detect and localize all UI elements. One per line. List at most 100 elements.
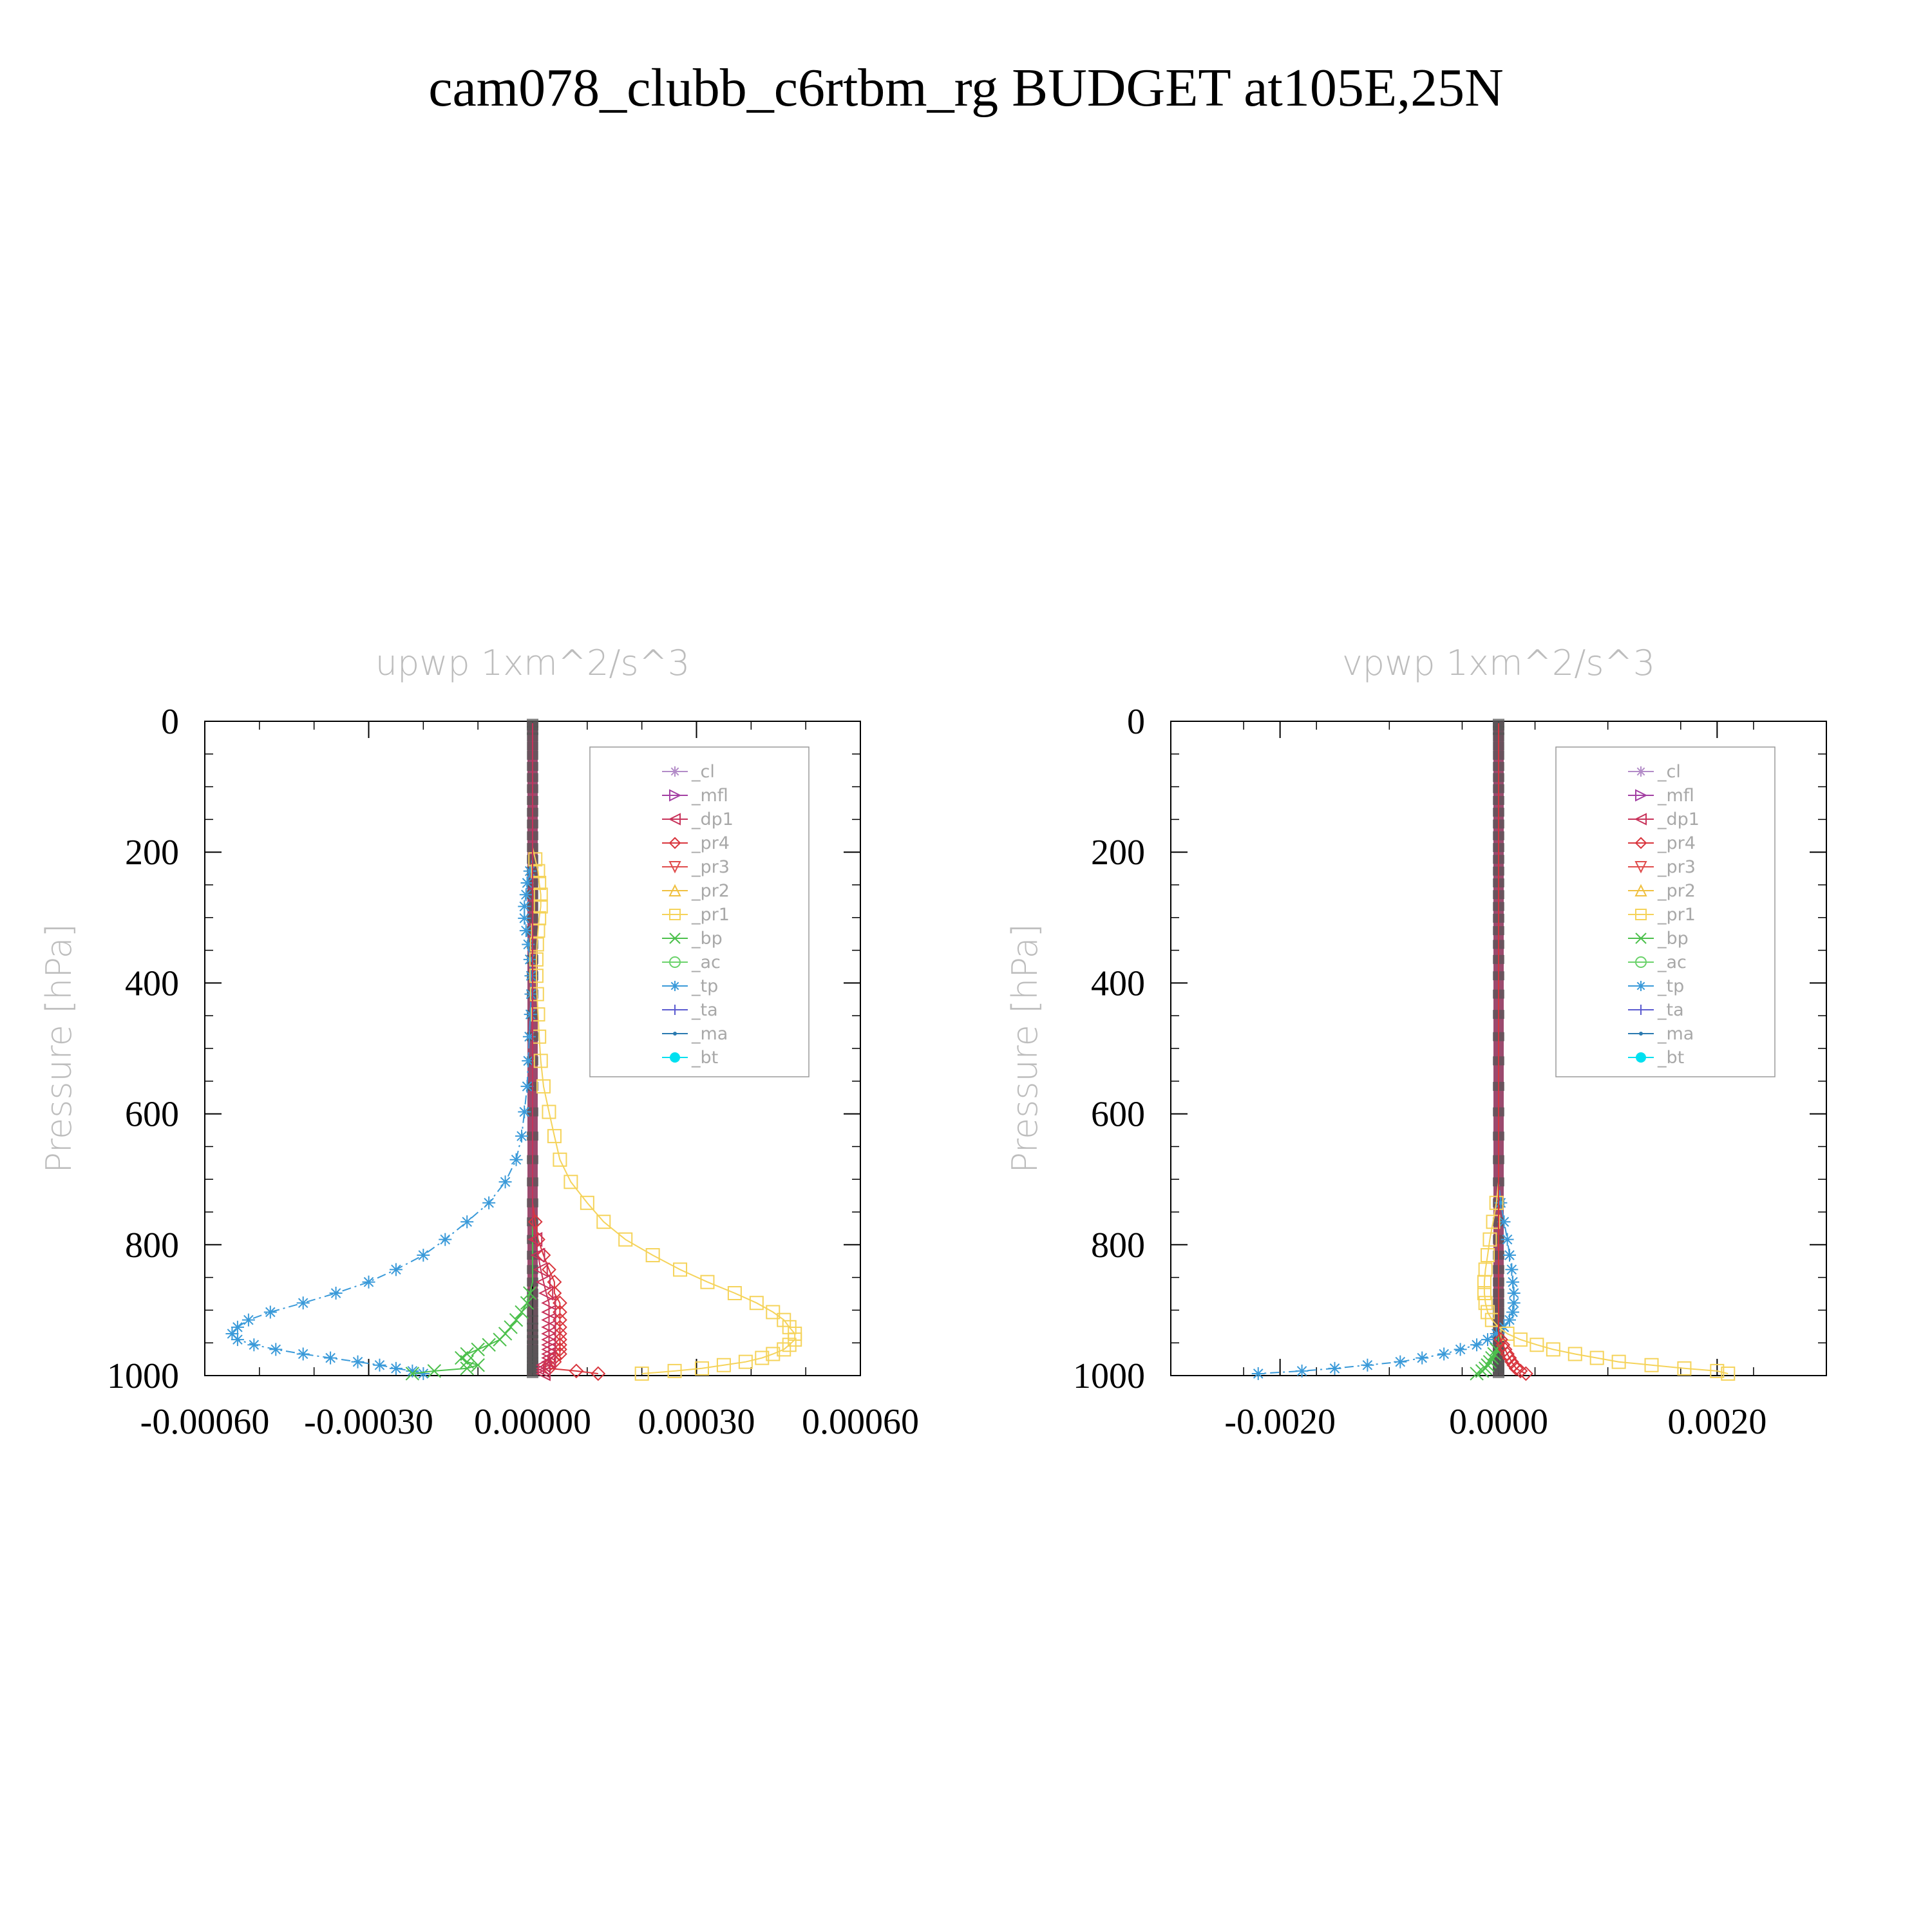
series-point_pr1 (1567, 1347, 1582, 1361)
series-point_pr1 (788, 1332, 802, 1347)
series-point_bp (493, 1332, 507, 1347)
legend-frame (589, 746, 810, 1077)
series-point_pr1 (1477, 1274, 1492, 1289)
series-point_pr1 (1489, 1195, 1504, 1210)
series-point_pr1 (596, 1215, 611, 1229)
legend-label: _bt (1657, 1048, 1684, 1068)
legend-item_mfl: _mfl (662, 786, 728, 806)
series-point_tp (498, 1175, 512, 1189)
series-point_dp1 (541, 1312, 556, 1328)
zero-series-marker (1493, 1368, 1504, 1378)
legend-label: _pr1 (691, 905, 730, 925)
legend-item_pr2: _pr2 (662, 881, 730, 901)
y-tick-label: 600 (125, 1095, 179, 1135)
series-point_pr1 (1481, 1248, 1495, 1263)
series-line_tp (231, 723, 533, 1374)
series-point_tp (389, 1361, 402, 1375)
legend-label: _pr4 (1657, 833, 1696, 853)
series-point_pr1 (1530, 1338, 1544, 1352)
series-point_bp (515, 1305, 529, 1320)
series-point_tp (515, 1130, 529, 1143)
series-point_pr1 (777, 1342, 791, 1357)
series-point_tp (1328, 1361, 1341, 1375)
legend-label: _dp1 (1657, 810, 1700, 829)
y-tick-label: 400 (1091, 963, 1145, 1003)
series-point_pr1 (564, 1175, 578, 1189)
series-point_pr1 (738, 1354, 753, 1369)
series-point_bp (427, 1364, 442, 1378)
legend-label: _pr2 (1657, 881, 1696, 901)
series-point_tp (1361, 1358, 1374, 1372)
series-point_tp (520, 1079, 534, 1093)
legend-label: _pr1 (1657, 905, 1696, 925)
x-tick-label: 0.00060 (802, 1402, 919, 1442)
series_pr4 (1493, 723, 1533, 1381)
series-point_tp (439, 1233, 452, 1246)
series-point_bp (482, 1338, 496, 1352)
series-point_pr1 (1677, 1361, 1692, 1376)
series-point_tp (524, 969, 538, 983)
y-axis-label: Pressure [hPa] (39, 923, 79, 1173)
series-point_dp1 (541, 1295, 556, 1311)
x-tick-label: -0.0020 (1224, 1402, 1336, 1442)
series-point_pr1 (547, 1129, 562, 1144)
series-point_pr1 (531, 923, 545, 938)
series-point_tp (231, 1333, 244, 1347)
series-point_tp (1416, 1351, 1429, 1365)
series-point_dp1 (541, 1304, 556, 1320)
series-point_tp (406, 1364, 419, 1378)
series-point_tp (1437, 1347, 1451, 1361)
series-point_bp (1485, 1350, 1499, 1365)
legend-item_bt: _bt (662, 1048, 718, 1068)
series-point_tp (1481, 1333, 1495, 1347)
legend-item_pr3: _pr3 (1628, 857, 1696, 877)
series-point_pr4 (569, 1363, 584, 1379)
series-point_dp1 (538, 1285, 554, 1301)
series-point_pr1 (529, 987, 544, 1001)
series-point_tp (329, 1286, 343, 1300)
series-line_pr4 (1498, 723, 1526, 1374)
series-point_dp1 (533, 1262, 548, 1278)
series-point_bp (520, 1296, 535, 1310)
series-point_tp (518, 900, 531, 913)
series-point_tp (351, 1355, 365, 1368)
zero-series-marker (527, 1368, 538, 1378)
series-point_dp1 (535, 1366, 551, 1381)
series-point_pr1 (694, 1361, 709, 1376)
legend-label: _mfl (691, 786, 728, 806)
x-tick-label: 0.00000 (474, 1402, 591, 1442)
series_bp (405, 723, 537, 1381)
series-point_bp (405, 1367, 420, 1381)
panel-title: vpwp 1xm^2/s^3 (1342, 643, 1655, 683)
series-point_pr1 (1589, 1350, 1604, 1365)
panel-title: upwp 1xm^2/s^3 (375, 643, 690, 683)
series-point_pr1 (580, 1195, 594, 1210)
series-point_tp (1502, 1249, 1516, 1262)
series-point_pr1 (533, 899, 548, 914)
series-point_bp (504, 1320, 518, 1334)
series-point_pr1 (618, 1232, 633, 1247)
legend-item_ma: _ma (662, 1024, 728, 1044)
series-point_bp (1482, 1354, 1497, 1369)
series-point_tp (1394, 1355, 1407, 1368)
legend-label: _ta (1657, 1000, 1684, 1020)
legend-item_mfl: _mfl (1628, 786, 1694, 806)
series-point_bp (509, 1312, 524, 1327)
series-point_tp (1454, 1343, 1467, 1356)
y-tick-label: 200 (125, 833, 179, 873)
y-tick-label: 1000 (107, 1356, 179, 1396)
legend-item_pr4: _pr4 (662, 833, 730, 853)
series-point_pr1 (782, 1338, 797, 1352)
y-tick-label: 800 (125, 1226, 179, 1265)
legend-label: _bp (691, 929, 723, 949)
series-point_tp (1502, 1313, 1516, 1327)
series-point_pr1 (1546, 1342, 1560, 1357)
series-point_tp (1470, 1338, 1484, 1352)
series-point_pr1 (1644, 1358, 1659, 1372)
legend-item_bp: _bp (662, 929, 723, 949)
series-point_tp (1507, 1296, 1520, 1310)
y-tick-label: 0 (1127, 702, 1145, 742)
legend-label: _dp1 (691, 810, 734, 829)
y-tick-label: 600 (1091, 1095, 1145, 1135)
series-point_bp (460, 1361, 474, 1376)
